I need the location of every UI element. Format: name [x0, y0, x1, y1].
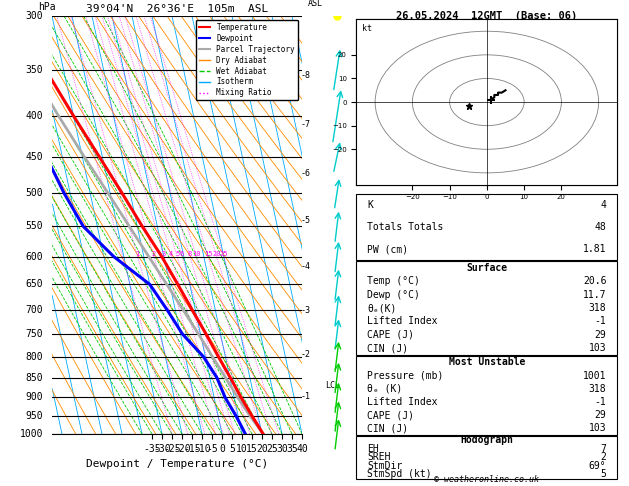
Text: 29: 29 [594, 330, 606, 340]
Text: Pressure (mb): Pressure (mb) [367, 370, 443, 381]
Text: 800: 800 [26, 351, 43, 362]
Text: 700: 700 [26, 305, 43, 315]
Text: CIN (J): CIN (J) [367, 423, 408, 434]
Legend: Temperature, Dewpoint, Parcel Trajectory, Dry Adiabat, Wet Adiabat, Isotherm, Mi: Temperature, Dewpoint, Parcel Trajectory… [196, 20, 298, 101]
Text: 2: 2 [601, 452, 606, 462]
Text: 15: 15 [204, 251, 213, 257]
Text: 400: 400 [26, 111, 43, 121]
Bar [357, 19, 617, 185]
Text: 1001: 1001 [583, 370, 606, 381]
Text: 550: 550 [26, 222, 43, 231]
Text: 5: 5 [601, 469, 606, 479]
Bar [357, 356, 617, 435]
Text: 48: 48 [594, 222, 606, 232]
Text: 318: 318 [589, 384, 606, 394]
Text: -3: -3 [300, 306, 310, 315]
Text: -6: -6 [300, 169, 310, 178]
Text: θₑ(K): θₑ(K) [367, 303, 397, 313]
Text: EH: EH [367, 444, 379, 454]
Text: 650: 650 [26, 279, 43, 290]
Text: Lifted Index: Lifted Index [367, 397, 438, 407]
Text: Hodograph: Hodograph [460, 435, 513, 445]
Text: -4: -4 [300, 261, 310, 271]
Text: 350: 350 [26, 65, 43, 74]
Text: 500: 500 [26, 189, 43, 198]
Text: 300: 300 [26, 11, 43, 21]
Text: 69°: 69° [589, 461, 606, 471]
Text: kt: kt [362, 24, 372, 34]
Text: Most Unstable: Most Unstable [448, 357, 525, 367]
Text: StmSpd (kt): StmSpd (kt) [367, 469, 432, 479]
Text: 750: 750 [26, 329, 43, 339]
Text: hPa: hPa [38, 2, 56, 12]
Text: StmDir: StmDir [367, 461, 403, 471]
Text: 25: 25 [220, 251, 228, 257]
Text: -1: -1 [300, 392, 310, 401]
Text: CIN (J): CIN (J) [367, 343, 408, 353]
Text: 6: 6 [180, 251, 184, 257]
Text: -7: -7 [300, 121, 310, 129]
Text: SREH: SREH [367, 452, 391, 462]
Bar [357, 436, 617, 479]
Text: 10: 10 [192, 251, 201, 257]
Text: 20: 20 [213, 251, 221, 257]
Bar [357, 194, 617, 260]
Text: km
ASL: km ASL [308, 0, 323, 8]
Text: 103: 103 [589, 343, 606, 353]
Text: 1.81: 1.81 [583, 244, 606, 254]
Text: LCL: LCL [325, 381, 340, 390]
Text: © weatheronline.co.uk: © weatheronline.co.uk [435, 474, 540, 484]
Text: 318: 318 [589, 303, 606, 313]
Text: CAPE (J): CAPE (J) [367, 410, 415, 420]
Text: 1: 1 [136, 251, 140, 257]
Text: 850: 850 [26, 373, 43, 382]
Text: 7: 7 [601, 444, 606, 454]
Text: Temp (°C): Temp (°C) [367, 277, 420, 286]
Text: -1: -1 [594, 316, 606, 327]
Text: -5: -5 [300, 216, 310, 225]
Text: 103: 103 [589, 423, 606, 434]
Text: -2: -2 [300, 350, 310, 359]
Text: 20.6: 20.6 [583, 277, 606, 286]
Text: 26.05.2024  12GMT  (Base: 06): 26.05.2024 12GMT (Base: 06) [396, 11, 577, 21]
Text: CAPE (J): CAPE (J) [367, 330, 415, 340]
Text: K: K [367, 200, 373, 210]
Text: 4: 4 [601, 200, 606, 210]
Text: -8: -8 [300, 71, 310, 80]
Text: 11.7: 11.7 [583, 290, 606, 300]
Text: 4: 4 [169, 251, 174, 257]
Text: Surface: Surface [466, 263, 508, 273]
Bar [357, 261, 617, 355]
Text: 450: 450 [26, 152, 43, 162]
Text: θₑ (K): θₑ (K) [367, 384, 403, 394]
Text: Lifted Index: Lifted Index [367, 316, 438, 327]
Text: 3: 3 [162, 251, 166, 257]
Text: 2: 2 [152, 251, 156, 257]
Text: 600: 600 [26, 252, 43, 261]
Text: 900: 900 [26, 392, 43, 402]
Text: 5: 5 [175, 251, 179, 257]
X-axis label: Dewpoint / Temperature (°C): Dewpoint / Temperature (°C) [86, 459, 268, 469]
Text: -1: -1 [594, 397, 606, 407]
Text: 8: 8 [188, 251, 192, 257]
Text: 29: 29 [594, 410, 606, 420]
Text: PW (cm): PW (cm) [367, 244, 408, 254]
Title: 39°04'N  26°36'E  105m  ASL: 39°04'N 26°36'E 105m ASL [86, 4, 268, 14]
Text: 950: 950 [26, 411, 43, 421]
Text: 1000: 1000 [19, 429, 43, 439]
Text: Totals Totals: Totals Totals [367, 222, 443, 232]
Text: Dewp (°C): Dewp (°C) [367, 290, 420, 300]
